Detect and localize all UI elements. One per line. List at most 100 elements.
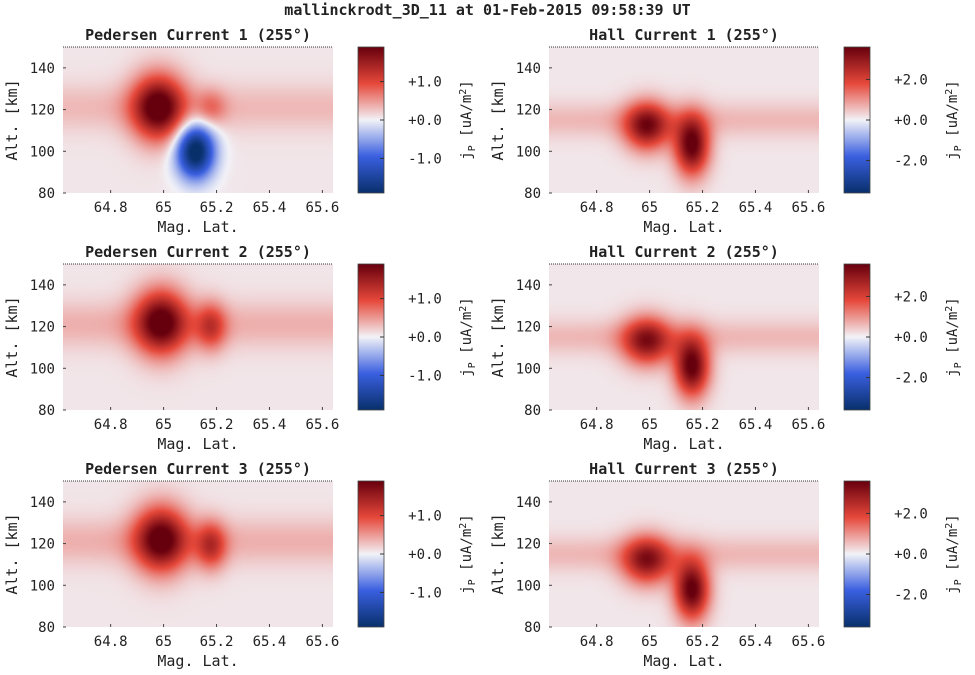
y-tick-label: 140 [516,278,541,294]
colorbar-label: jP [uA/m2] [458,80,478,160]
colorbar-tick-label: +0.0 [408,547,442,563]
colorbar-tick-label: -1.0 [408,368,442,384]
x-tick-label: 65.2 [686,200,720,216]
x-tick-label: 65.4 [253,200,287,216]
y-tick-label: 100 [516,361,541,377]
x-tick-label: 65.4 [739,200,773,216]
x-tick-label: 65.6 [792,634,826,650]
colorbar [357,480,385,628]
y-tick-label: 140 [30,278,55,294]
x-tick-label: 65 [641,634,658,650]
y-tick-label: 100 [516,144,541,160]
x-axis-label: Mag. Lat. [643,218,724,236]
x-tick-label: 65.4 [739,634,773,650]
chart-title: Hall Current 1 (255°) [589,26,779,44]
x-tick-label: 65.2 [200,417,234,433]
colorbar-tick-label: +0.0 [894,113,928,129]
x-axis-label: Mag. Lat. [157,218,238,236]
colorbar-tick-label: -2.0 [894,154,928,170]
colorbar-label: jP [uA/m2] [944,514,964,594]
y-tick-label: 140 [30,495,55,511]
colorbar [357,263,385,411]
x-tick-label: 65.4 [253,417,287,433]
x-tick-label: 65 [641,417,658,433]
chart-panel: Hall Current 3 (255°) 64.8 65 65.2 65.4 65.6 8… [489,460,964,670]
colorbar-tick-label: +2.0 [894,289,928,305]
y-tick-label: 140 [516,61,541,77]
colorbar-label: jP [uA/m2] [458,514,478,594]
x-tick-label: 64.8 [580,634,614,650]
colorbar-tick-label: +1.0 [408,509,442,525]
y-tick-label: 100 [30,361,55,377]
x-tick-label: 65.2 [200,634,234,650]
colorbar-label: jP [uA/m2] [944,80,964,160]
colorbar-tick-label: -2.0 [894,588,928,604]
x-tick-label: 65 [155,417,172,433]
chart-panel: Pedersen Current 2 (255°) 64.8 65 65.2 65.4 6… [3,243,478,453]
chart-panel: Hall Current 2 (255°) 64.8 65 65.2 65.4 65.6 8… [489,243,964,453]
x-tick-label: 64.8 [94,200,128,216]
colorbar [357,46,385,194]
heatmap-image [63,264,333,410]
y-axis-label: Alt. [km] [489,513,507,594]
y-tick-label: 80 [38,186,55,202]
y-tick-label: 80 [38,403,55,419]
heatmap-image [63,47,333,193]
x-tick-label: 64.8 [94,417,128,433]
y-axis-label: Alt. [km] [489,79,507,160]
colorbar-tick-label: -2.0 [894,371,928,387]
y-tick-label: 120 [516,537,541,553]
chart-title: Pedersen Current 2 (255°) [85,243,311,261]
x-tick-label: 64.8 [94,634,128,650]
heatmap-image [549,47,819,193]
chart-panel: Pedersen Current 3 (255°) 64.8 65 65.2 65.4 6… [3,460,478,670]
x-axis-label: Mag. Lat. [157,435,238,453]
y-axis-label: Alt. [km] [3,513,21,594]
heatmap-image [549,481,819,627]
colorbar [843,263,871,411]
x-tick-label: 65 [641,200,658,216]
x-tick-label: 65.4 [739,417,773,433]
y-tick-label: 80 [524,403,541,419]
y-tick-label: 120 [516,103,541,119]
colorbar-tick-label: +2.0 [894,72,928,88]
x-tick-label: 64.8 [580,417,614,433]
x-tick-label: 65.2 [686,417,720,433]
y-axis-label: Alt. [km] [3,296,21,377]
y-tick-label: 100 [30,578,55,594]
x-tick-label: 65.6 [306,200,340,216]
x-tick-label: 65.6 [306,634,340,650]
colorbar-tick-label: +0.0 [894,547,928,563]
colorbar-label: jP [uA/m2] [458,297,478,377]
colorbar-tick-label: +2.0 [894,506,928,522]
y-tick-label: 80 [524,620,541,636]
colorbar-tick-label: +0.0 [408,330,442,346]
x-tick-label: 65.6 [792,200,826,216]
y-tick-label: 80 [38,620,55,636]
x-axis-label: Mag. Lat. [643,435,724,453]
chart-title: Hall Current 3 (255°) [589,460,779,478]
y-tick-label: 100 [516,578,541,594]
y-tick-label: 120 [30,537,55,553]
colorbar-tick-label: +1.0 [408,75,442,91]
colorbar-tick-label: +1.0 [408,292,442,308]
x-tick-label: 65.4 [253,634,287,650]
chart-title: Hall Current 2 (255°) [589,243,779,261]
x-tick-label: 65.6 [792,417,826,433]
y-tick-label: 120 [30,320,55,336]
x-tick-label: 65 [155,634,172,650]
y-tick-label: 120 [30,103,55,119]
colorbar-tick-label: -1.0 [408,585,442,601]
colorbar-label: jP [uA/m2] [944,297,964,377]
colorbar [843,480,871,628]
y-tick-label: 140 [516,495,541,511]
x-axis-label: Mag. Lat. [157,652,238,670]
x-tick-label: 65.6 [306,417,340,433]
y-axis-label: Alt. [km] [489,296,507,377]
colorbar-tick-label: -1.0 [408,151,442,167]
chart-title: Pedersen Current 1 (255°) [85,26,311,44]
x-tick-label: 65 [155,200,172,216]
chart-panel: Hall Current 1 (255°) 64.8 65 65.2 65.4 65.6 8… [489,26,964,236]
heatmap-image [63,481,333,627]
